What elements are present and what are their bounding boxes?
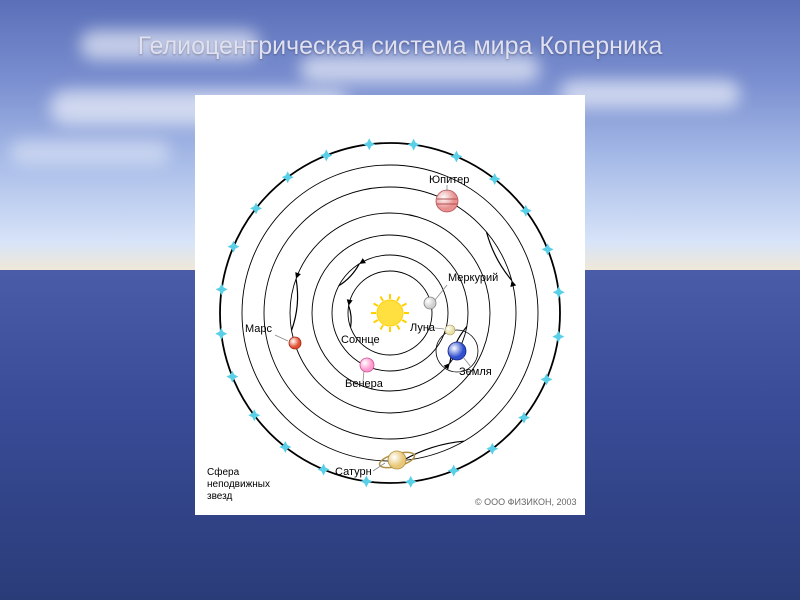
svg-text:Солнце: Солнце <box>341 334 380 346</box>
page-title: Гелиоцентрическая система мира Коперника <box>0 32 800 61</box>
svg-text:Меркурий: Меркурий <box>448 272 498 284</box>
svg-text:© ООО ФИЗИКОН, 2003: © ООО ФИЗИКОН, 2003 <box>475 497 577 507</box>
svg-text:Земля: Земля <box>459 366 492 378</box>
svg-text:Луна: Луна <box>410 322 436 334</box>
svg-text:неподвижных: неподвижных <box>207 479 270 490</box>
svg-text:Сфера: Сфера <box>207 466 240 478</box>
svg-text:Сатурн: Сатурн <box>335 466 372 478</box>
svg-text:Венера: Венера <box>345 378 384 390</box>
svg-text:Юпитер: Юпитер <box>429 174 469 186</box>
heliocentric-diagram: Солнце Меркурий Венера Земля Луна Марс Юпитер С… <box>195 95 585 515</box>
svg-text:Марс: Марс <box>245 323 273 335</box>
svg-text:звезд: звезд <box>207 491 232 502</box>
